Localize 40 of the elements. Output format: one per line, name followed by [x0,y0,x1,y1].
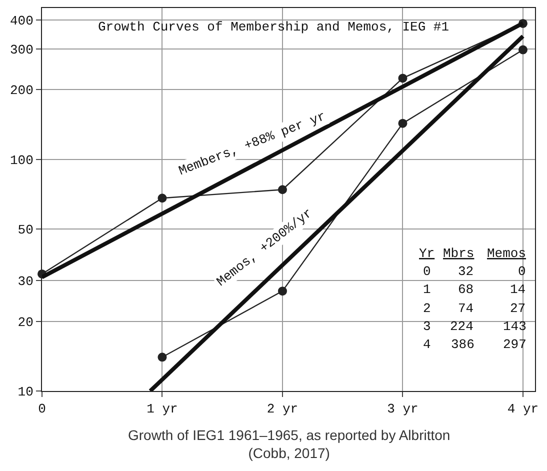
point [278,286,287,296]
point [158,194,167,203]
annotation: 4 [423,337,431,352]
y-tick-label: 30 [18,274,34,290]
y-tick-label: 10 [18,384,34,400]
y-tick-label: 50 [18,222,34,238]
text: Growth Curves of Membership and Memos, IEG #1 [98,19,450,34]
text: Growth of IEG1 1961–1965, as reported by Albritton (Cobb, 2017) [128,427,450,462]
annotation: 2 [423,301,431,316]
annotation: 74 [458,301,474,316]
x-tick-label: 2 yr [266,402,298,417]
x-tick-label: 3 yr [387,402,418,417]
annotation: 224 [450,319,474,334]
annotation: Memos [487,246,526,261]
annotation: Mbrs [443,246,474,261]
annotation: 0 [423,264,431,279]
annotation: 0 [518,264,526,279]
point [398,74,408,83]
annotation: 297 [503,337,526,352]
annotation: 32 [458,264,474,279]
x-tick-label: 1 yr [146,402,178,417]
y-tick-label: 300 [10,42,34,58]
y-tick-label: 100 [10,152,34,168]
annotation: 386 [451,337,474,352]
annotation: Yr [419,246,435,261]
annotation: 3 [423,319,431,334]
annotation: 143 [503,319,526,334]
y-tick-label: 200 [10,83,34,98]
y-tick-label: 400 [10,13,34,28]
point [278,185,287,194]
annotation: 27 [510,301,526,316]
point [158,352,167,362]
x-tick-label: 0 [38,402,46,417]
point [518,45,528,54]
annotation: 68 [458,282,474,297]
x-tick-label: 4 yr [507,402,539,417]
y-tick-label: 20 [18,314,34,330]
annotation: 1 [423,282,431,297]
point [398,118,408,128]
annotation: 14 [510,282,526,297]
